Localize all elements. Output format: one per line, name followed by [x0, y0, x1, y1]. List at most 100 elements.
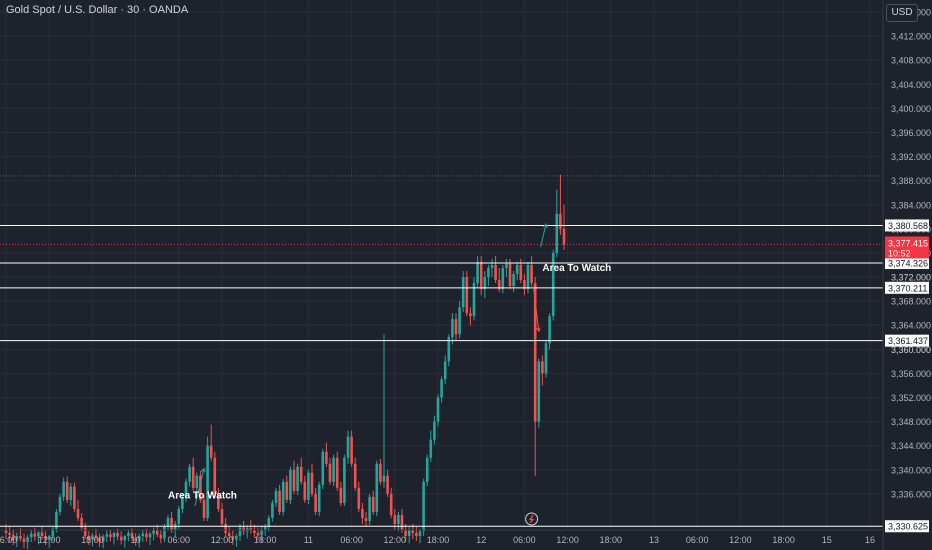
- candle-down: [227, 533, 231, 537]
- candle-down: [415, 533, 418, 537]
- candle-down: [83, 527, 87, 537]
- candle-down: [479, 261, 483, 290]
- candle-down: [350, 436, 353, 464]
- time-tick-label: 13: [649, 535, 659, 545]
- candle-up: [123, 536, 127, 541]
- price-tick-label: 3,360.000: [891, 345, 931, 355]
- level-price-label: 3,330.625: [888, 522, 928, 532]
- level-price-label: 3,380.568: [888, 221, 928, 231]
- time-tick-label: 12:00: [729, 535, 752, 545]
- candle-up: [101, 536, 105, 542]
- candle-down: [325, 451, 328, 464]
- candle-up: [148, 533, 152, 538]
- candle-down: [119, 536, 123, 541]
- candle-down: [33, 533, 37, 537]
- price-tick-label: 3,392.000: [891, 152, 931, 162]
- time-tick-label: 18:00: [254, 535, 277, 545]
- price-tick-label: 3,340.000: [891, 465, 931, 475]
- candle-up: [346, 436, 350, 458]
- candle-down: [454, 319, 458, 335]
- candle-down: [199, 475, 202, 500]
- candle-up: [91, 535, 94, 540]
- candle-up: [321, 451, 325, 485]
- candle-down: [19, 536, 22, 539]
- candle-down: [379, 463, 382, 482]
- candle-up: [501, 268, 505, 290]
- candle-down: [519, 265, 523, 281]
- candle-down: [213, 457, 217, 494]
- candle-up: [296, 466, 299, 491]
- candle-down: [533, 283, 537, 422]
- candle-up: [551, 252, 555, 317]
- candle-up: [51, 528, 55, 537]
- candle-down: [130, 533, 134, 538]
- candle-up: [263, 526, 267, 531]
- candle-up: [429, 439, 433, 458]
- candle-down: [159, 534, 163, 539]
- candle-down: [253, 530, 256, 534]
- level-price-box: [885, 281, 929, 294]
- time-tick-label: 10: [131, 535, 141, 545]
- candle-down: [530, 265, 533, 284]
- candle-down: [411, 530, 415, 534]
- candle-down: [220, 508, 224, 524]
- level-price-box: [885, 257, 929, 270]
- candle-up: [163, 526, 166, 539]
- candle-down: [11, 534, 15, 541]
- candle-down: [292, 469, 296, 491]
- candle-down: [94, 535, 98, 538]
- candle-up: [451, 319, 454, 338]
- level-price-label: 3,361.437: [888, 336, 928, 346]
- candle-up: [487, 268, 490, 278]
- candle-up: [235, 536, 238, 540]
- candle-down: [73, 486, 76, 509]
- candle-up: [181, 496, 184, 509]
- candle-down: [98, 537, 101, 542]
- price-tick-label: 3,412.000: [891, 32, 931, 42]
- candle-down: [400, 514, 404, 530]
- candle-up: [422, 481, 425, 532]
- price-tick-label: 3,372.000: [891, 273, 931, 283]
- candle-up: [69, 486, 73, 500]
- candle-down: [231, 536, 235, 540]
- candle-down: [8, 533, 11, 535]
- candle-up: [29, 533, 33, 538]
- price-tick-label: 3,348.000: [891, 417, 931, 427]
- candle-up: [375, 463, 379, 512]
- candle-up: [440, 379, 443, 398]
- price-tick-label: 3,344.000: [891, 441, 931, 451]
- candle-down: [361, 508, 364, 518]
- candle-up: [368, 496, 371, 521]
- candle-down: [404, 530, 407, 537]
- candle-up: [58, 496, 62, 512]
- candle-down: [371, 496, 375, 512]
- candle-down: [4, 530, 8, 534]
- candle-up: [62, 481, 65, 497]
- candle-up: [166, 517, 170, 527]
- time-tick-label: 12:00: [211, 535, 234, 545]
- candle-up: [343, 457, 346, 503]
- price-tick-label: 3,336.000: [891, 489, 931, 499]
- level-price-label: 3,370.211: [888, 283, 927, 293]
- candle-up: [184, 481, 188, 497]
- price-tick-label: 3,404.000: [891, 80, 931, 90]
- candle-up: [274, 490, 278, 503]
- time-tick-label: 18:00: [772, 535, 795, 545]
- chart-title[interactable]: Gold Spot / U.S. Dollar · 30 · OANDA: [6, 4, 189, 16]
- candle-up: [173, 523, 177, 530]
- candle-down: [40, 532, 44, 537]
- price-tick-label: 3,408.000: [891, 56, 931, 66]
- candle-up: [548, 316, 551, 344]
- candle-down: [393, 514, 397, 524]
- candle-up: [555, 213, 559, 253]
- candle-down: [310, 472, 314, 494]
- price-tick-label: 3,364.000: [891, 321, 931, 331]
- time-tick-label: 06:00: [340, 535, 363, 545]
- candle-up: [483, 277, 487, 290]
- arrow-head: [536, 327, 541, 333]
- currency-button[interactable]: USD: [886, 4, 918, 22]
- candle-down: [559, 213, 562, 229]
- candle-up: [152, 530, 155, 534]
